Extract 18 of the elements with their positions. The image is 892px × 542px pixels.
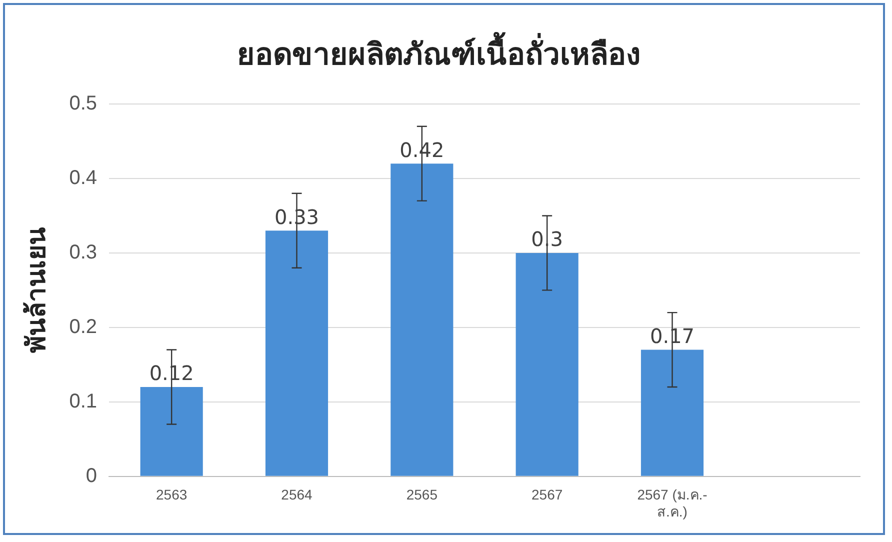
x-tick-label: 2565 xyxy=(406,486,438,503)
y-tick-label: 0 xyxy=(86,464,98,487)
y-tick-label: 0.5 xyxy=(69,92,98,115)
chart-title: ยอดขายผลิตภัณฑ์เนื้อถั่วเหลือง xyxy=(237,31,641,72)
y-tick-label: 0.3 xyxy=(69,241,98,264)
y-tick-label: 0.4 xyxy=(69,166,98,189)
bar xyxy=(640,350,704,476)
x-tick-label: 2563 xyxy=(156,486,188,503)
bar xyxy=(516,252,578,476)
y-tick-label: 0.1 xyxy=(69,390,98,412)
y-axis-title: พันล้านเยน xyxy=(20,227,51,354)
x-tick-label: 2567 (ม.ค.-ส.ค.) xyxy=(637,486,708,520)
x-tick-label: 2567 xyxy=(532,486,563,503)
x-tick-label: 2564 xyxy=(281,486,313,503)
y-tick-label: 0.2 xyxy=(69,316,98,338)
bar xyxy=(140,387,203,476)
bar xyxy=(265,230,328,476)
bar xyxy=(390,164,454,476)
